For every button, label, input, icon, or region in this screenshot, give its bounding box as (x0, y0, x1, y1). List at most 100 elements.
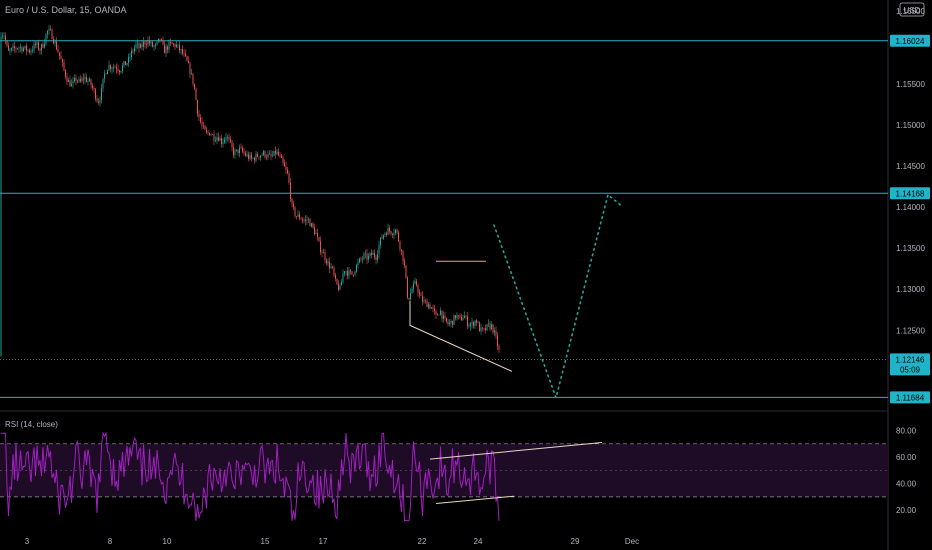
candle-body (299, 214, 300, 219)
candle-body (144, 41, 146, 45)
candle-body (108, 65, 110, 70)
candle-body (116, 67, 117, 69)
candle-body (14, 46, 15, 48)
candle-body (42, 44, 44, 48)
candle-body (443, 315, 444, 319)
candle-body (62, 59, 63, 63)
candle-body (23, 48, 24, 52)
candle-body (386, 233, 387, 235)
candle-body (354, 271, 356, 275)
candle-body (245, 153, 246, 156)
currency-badge[interactable]: USD (899, 2, 925, 17)
candle-body (396, 229, 398, 233)
candle-body (467, 316, 468, 327)
candle-body (488, 323, 489, 325)
candle-body (11, 48, 12, 50)
candle-body (399, 241, 401, 250)
candle-body (39, 49, 41, 51)
candle-body (26, 45, 27, 51)
candle-body (312, 223, 314, 228)
candle-body (305, 219, 306, 221)
candle-body (6, 40, 8, 46)
time-tick-label: 3 (25, 537, 30, 546)
candle-body (335, 275, 336, 279)
candle-body (365, 253, 366, 255)
candle-body (344, 271, 345, 274)
candle-body (228, 137, 230, 140)
rsi-tick-label: 80.00 (896, 427, 917, 436)
time-tick-label: 29 (571, 537, 580, 546)
candle-body (53, 39, 54, 44)
candle-body (330, 266, 332, 269)
candle-body (80, 79, 81, 82)
candle-body (477, 322, 479, 324)
candle-body (476, 320, 477, 323)
candle-body (429, 304, 431, 309)
candle-body (212, 134, 213, 135)
candle-body (441, 310, 443, 319)
candle-body (450, 320, 452, 323)
candle-body (2, 35, 3, 37)
candle-body (368, 255, 369, 260)
rsi-tick-label: 40.00 (896, 480, 917, 489)
candle-body (236, 149, 237, 151)
candle-body (186, 56, 188, 62)
candle-body (24, 45, 26, 49)
candle-body (44, 43, 45, 48)
candle-body (57, 49, 59, 53)
candle-body (447, 321, 449, 324)
candle-body (243, 151, 245, 154)
candle-body (489, 323, 491, 330)
time-tick-label: 17 (319, 537, 328, 546)
candle-body (215, 140, 216, 141)
rsi-pane[interactable] (0, 431, 888, 522)
candle-body (348, 270, 350, 276)
candle-body (84, 77, 86, 80)
candle-body (456, 315, 458, 319)
candle-body (422, 296, 423, 302)
candle-body (326, 259, 327, 264)
candle-body (158, 38, 159, 42)
candle-body (233, 147, 234, 155)
candle-body (27, 50, 29, 51)
candle-body (414, 281, 416, 284)
time-axis[interactable]: 3 8 10 15 17 22 24 29 Dec (25, 537, 639, 546)
candle-body (258, 156, 260, 158)
candle-body (474, 320, 476, 327)
candle-body (72, 80, 74, 84)
price-axis[interactable]: 1.15500 1.15000 1.14500 1.14000 1.13500 1.130… (890, 34, 930, 404)
candle-body (125, 61, 126, 66)
candle-body (425, 300, 426, 302)
candle-body (287, 169, 288, 174)
candle-body (360, 258, 362, 260)
candle-body (377, 254, 378, 260)
candle-body (176, 44, 177, 47)
candle-body (110, 65, 111, 69)
candle-body (120, 71, 122, 73)
candle-body (432, 307, 434, 309)
candle-body (389, 227, 390, 232)
price-pane[interactable] (0, 24, 888, 401)
candle-body (351, 271, 353, 275)
candle-body (123, 61, 125, 66)
candle-body (30, 51, 32, 53)
candle-body (306, 219, 308, 221)
candle-body (282, 157, 284, 163)
candle-body (224, 139, 225, 143)
candle-body (237, 149, 239, 154)
candle-body (9, 49, 11, 51)
candle-body (309, 219, 311, 227)
candle-body (137, 43, 138, 45)
candle-body (156, 41, 158, 45)
candle-body (161, 39, 162, 41)
candle-body (54, 41, 56, 44)
candle-body (272, 155, 273, 157)
candle-body (483, 328, 485, 329)
candle-body (29, 50, 30, 53)
level-price-badge (890, 391, 930, 404)
candle-body (152, 42, 153, 47)
candle-body (5, 35, 6, 41)
rsi-axis[interactable]: 80.00 60.00 40.00 20.00 (896, 427, 917, 516)
candle-body (47, 30, 48, 35)
